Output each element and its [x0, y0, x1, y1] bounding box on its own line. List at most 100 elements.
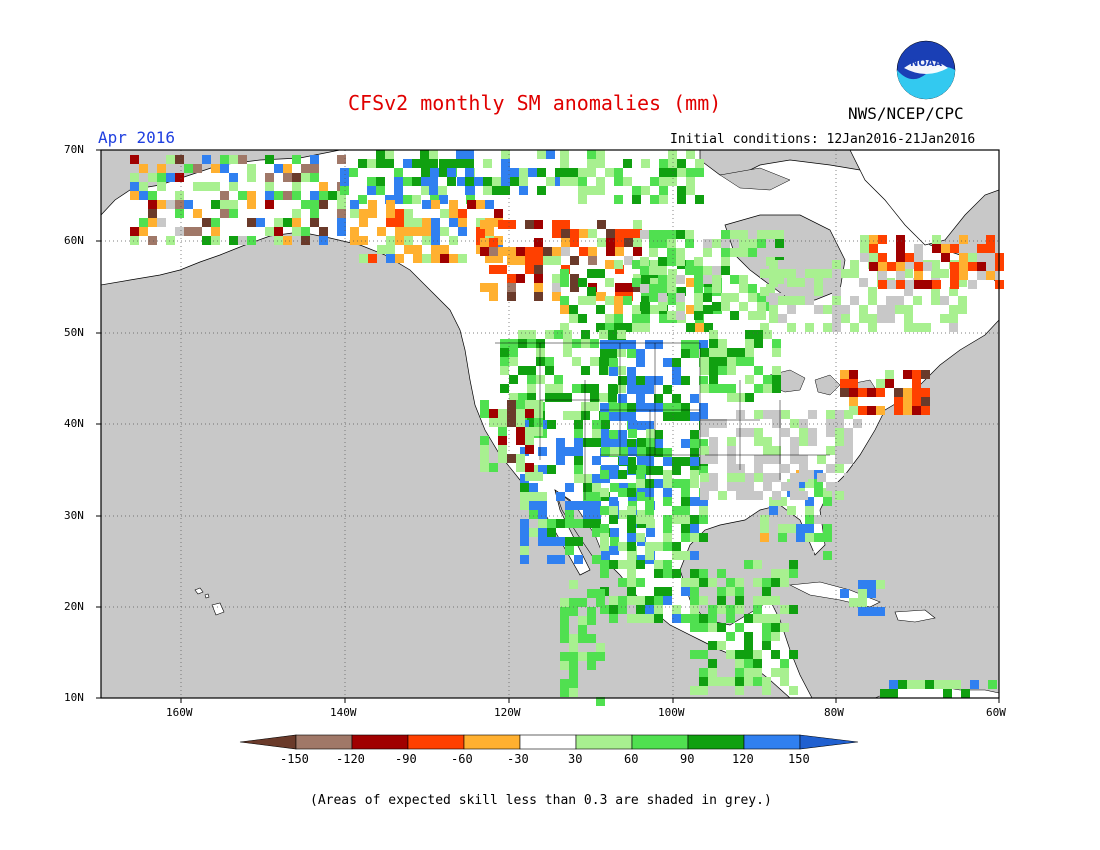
anomaly-cell — [760, 323, 769, 332]
anomaly-cell — [672, 614, 681, 623]
anomaly-cell — [636, 515, 645, 524]
anomaly-cell — [592, 483, 601, 492]
anomaly-cell — [569, 607, 578, 616]
anomaly-cell — [525, 445, 534, 454]
anomaly-cell — [699, 614, 708, 623]
anomaly-cell — [274, 191, 283, 200]
anomaly-cell — [570, 283, 579, 292]
anomaly-cell — [735, 623, 744, 632]
anomaly-cell — [413, 227, 422, 236]
anomaly-cell — [672, 479, 681, 488]
anomaly-cell — [686, 278, 695, 287]
anomaly-cell — [367, 186, 376, 195]
anomaly-cell — [760, 533, 769, 542]
anomaly-cell — [485, 254, 494, 263]
anomaly-cell — [618, 430, 627, 439]
anomaly-cell — [310, 191, 319, 200]
anomaly-cell — [744, 659, 753, 668]
anomaly-cell — [599, 393, 608, 402]
anomaly-cell — [439, 159, 448, 168]
anomaly-cell — [940, 296, 949, 305]
anomaly-cell — [672, 515, 681, 524]
anomaly-cell — [569, 679, 578, 688]
anomaly-cell — [358, 159, 367, 168]
anomaly-cell — [600, 605, 609, 614]
anomaly-cell — [658, 239, 667, 248]
anomaly-cell — [587, 150, 596, 159]
anomaly-cell — [184, 164, 193, 173]
anomaly-cell — [859, 314, 868, 323]
anomaly-cell — [757, 302, 766, 311]
anomaly-cell — [709, 473, 718, 482]
anomaly-cell — [853, 482, 862, 491]
anomaly-cell — [429, 150, 438, 159]
anomaly-cell — [636, 403, 645, 412]
lat-label-70n: 70N — [64, 143, 84, 156]
anomaly-cell — [536, 339, 545, 348]
anomaly-cell — [376, 159, 385, 168]
anomaly-cell — [712, 239, 721, 248]
anomaly-cell — [632, 278, 641, 287]
lon-label-140w: 140W — [330, 706, 357, 719]
anomaly-cell — [878, 280, 887, 289]
anomaly-cell — [754, 339, 763, 348]
anomaly-cell — [534, 418, 543, 427]
anomaly-cell — [546, 177, 555, 186]
anomaly-cell — [552, 220, 561, 229]
anomaly-cell — [587, 607, 596, 616]
anomaly-cell — [709, 330, 718, 339]
anomaly-cell — [699, 569, 708, 578]
anomaly-cell — [561, 247, 570, 256]
anomaly-cell — [536, 357, 545, 366]
anomaly-cell — [700, 491, 709, 500]
color-legend — [239, 734, 859, 750]
anomaly-cell — [520, 555, 529, 564]
anomaly-cell — [796, 278, 805, 287]
lon-label-60w: 60W — [986, 706, 1006, 719]
anomaly-cell — [637, 510, 646, 519]
anomaly-cell — [350, 209, 359, 218]
anomaly-cell — [817, 455, 826, 464]
anomaly-cell — [645, 614, 654, 623]
anomaly-cell — [377, 245, 386, 254]
anomaly-cell — [748, 293, 757, 302]
anomaly-cell — [283, 218, 292, 227]
anomaly-cell — [609, 412, 618, 421]
anomaly-cell — [590, 393, 599, 402]
anomaly-cell — [849, 379, 858, 388]
anomaly-cell — [739, 284, 748, 293]
legend-label-5: 30 — [568, 752, 583, 766]
anomaly-cell — [641, 278, 650, 287]
anomaly-cell — [592, 438, 601, 447]
anomaly-cell — [130, 227, 139, 236]
anomaly-cell — [796, 533, 805, 542]
noaa-logo: NOAA — [896, 40, 956, 100]
anomaly-cell — [570, 229, 579, 238]
anomaly-cell — [449, 236, 458, 245]
anomaly-cell — [904, 323, 913, 332]
anomaly-cell — [609, 340, 618, 349]
anomaly-cell — [753, 578, 762, 587]
anomaly-cell — [853, 473, 862, 482]
anomaly-cell — [449, 254, 458, 263]
anomaly-cell — [878, 262, 887, 271]
anomaly-cell — [527, 366, 536, 375]
anomaly-cell — [431, 218, 440, 227]
anomaly-cell — [699, 466, 708, 475]
anomaly-cell — [840, 379, 849, 388]
anomaly-cell — [636, 605, 645, 614]
anomaly-cell — [627, 569, 636, 578]
anomaly-cell — [395, 236, 404, 245]
anomaly-cell — [578, 186, 587, 195]
anomaly-cell — [618, 542, 627, 551]
anomaly-cell — [247, 173, 256, 182]
anomaly-cell — [790, 473, 799, 482]
anomaly-cell — [654, 479, 663, 488]
lat-label-50n: 50N — [64, 326, 84, 339]
anomaly-cell — [721, 239, 730, 248]
anomaly-cell — [745, 428, 754, 437]
anomaly-cell — [835, 464, 844, 473]
anomaly-cell — [609, 515, 618, 524]
anomaly-cell — [849, 598, 858, 607]
anomaly-cell — [545, 384, 554, 393]
